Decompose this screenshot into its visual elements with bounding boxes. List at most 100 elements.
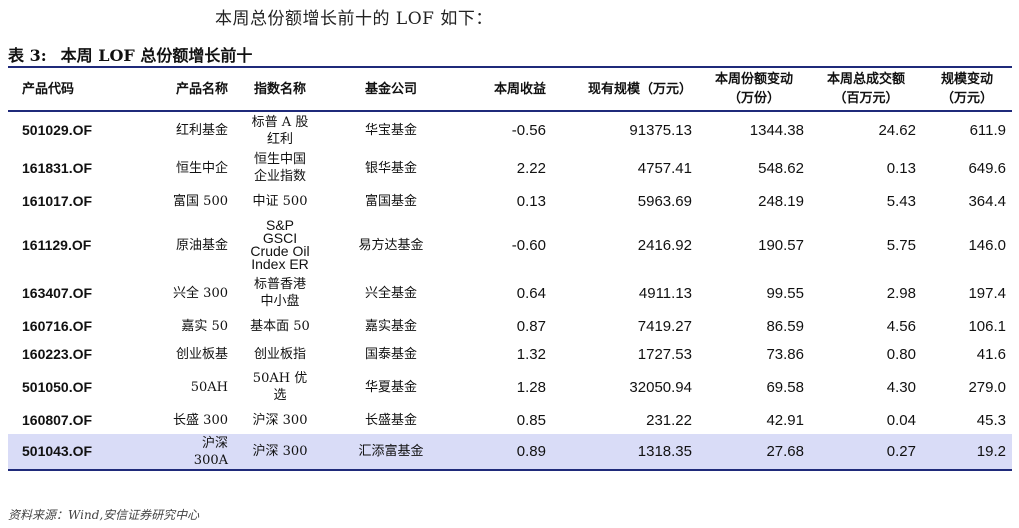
cell-turnover: 0.80 <box>886 345 916 363</box>
table-caption: 表 3: 本周 LOF 总份额增长前十 <box>8 42 252 66</box>
cell-return: -0.60 <box>511 236 546 254</box>
cell-index: 恒生中国 企业指数 <box>253 152 306 184</box>
cell-scale-change: 41.6 <box>976 345 1006 363</box>
cell-name: 原油基金 <box>175 237 228 253</box>
cell-turnover: 2.98 <box>886 284 916 302</box>
cell-scale: 2416.92 <box>637 236 692 254</box>
cell-index: 标普香港 中小盘 <box>253 277 306 309</box>
cell-scale-change: 649.6 <box>968 159 1006 177</box>
cell-return: 1.28 <box>516 378 546 396</box>
cell-scale: 91375.13 <box>629 122 692 139</box>
cell-share-change: 69.58 <box>766 378 804 396</box>
cell-name: 嘉实 50 <box>181 318 228 334</box>
cell-return: -0.56 <box>511 122 546 139</box>
cell-scale: 231.22 <box>646 411 692 429</box>
cell-scale-change: 197.4 <box>968 284 1006 302</box>
cell-name: 长盛 300 <box>173 412 228 428</box>
cell-scale-change: 19.2 <box>922 434 1012 470</box>
cell-return: 1.32 <box>516 345 546 363</box>
cell-share-change: 27.68 <box>698 434 810 470</box>
cell-code: 501050.OF <box>22 378 93 395</box>
cell-scale: 7419.27 <box>637 317 692 335</box>
table-row: 501050.OF 50AH 50AH 优 选 华夏基金 1.28 32050.94 69.… <box>8 368 1012 406</box>
cell-code: 161831.OF <box>22 159 93 176</box>
header-company: 基金公司 <box>326 67 456 112</box>
cell-code: 160223.OF <box>22 345 93 362</box>
cell-code: 160807.OF <box>22 411 93 428</box>
cell-company: 国泰基金 <box>364 346 417 362</box>
header-return: 本周收益 <box>456 67 552 112</box>
cell-scale-change: 364.4 <box>968 193 1006 210</box>
cell-scale-change: 146.0 <box>968 236 1006 254</box>
cell-share-change: 190.57 <box>758 236 804 254</box>
table-row: 160223.OF 创业板基 创业板指 国泰基金 1.32 1727.53 73.86 0.8… <box>8 340 1012 368</box>
cell-turnover: 0.13 <box>886 159 916 177</box>
cell-turnover: 24.62 <box>878 122 916 139</box>
cell-company: 华宝基金 <box>364 123 417 138</box>
cell-company: 兴全基金 <box>364 285 417 301</box>
cell-name: 红利基金 <box>175 123 228 138</box>
cell-scale-change: 45.3 <box>976 411 1006 429</box>
table-row: 161129.OF 原油基金 S&P GSCI Crude Oil Index ER… <box>8 216 1012 274</box>
cell-scale: 5963.69 <box>637 193 692 210</box>
cell-scale-change: 611.9 <box>969 122 1006 139</box>
cell-code: 163407.OF <box>22 284 93 301</box>
cell-scale: 1727.53 <box>637 345 692 363</box>
cell-return: 0.64 <box>516 284 546 302</box>
cell-share-change: 99.55 <box>766 284 804 302</box>
cell-index: 50AH 优 选 <box>252 371 308 403</box>
cell-scale: 4757.41 <box>637 159 692 177</box>
cell-turnover: 0.27 <box>810 434 922 470</box>
cell-share-change: 86.59 <box>766 317 804 335</box>
table-row: 161831.OF 恒生中企 恒生中国 企业指数 银华基金 2.22 4757.41 548… <box>8 149 1012 187</box>
header-index: 指数名称 <box>234 67 326 112</box>
cell-index: 创业板指 <box>253 346 306 362</box>
cell-scale: 1318.35 <box>552 434 698 470</box>
cell-turnover: 4.56 <box>886 317 916 335</box>
cell-company: 汇添富基金 <box>326 434 456 470</box>
cell-index: 沪深 300 <box>234 434 326 470</box>
cell-return: 0.85 <box>516 411 546 429</box>
header-share-change: 本周份额变动 （万份） <box>698 67 810 112</box>
cell-company: 嘉实基金 <box>364 318 417 334</box>
cell-code: 161017.OF <box>22 193 93 209</box>
cell-name: 创业板基 <box>175 346 228 362</box>
cell-scale: 32050.94 <box>629 378 692 396</box>
cell-company: 华夏基金 <box>364 379 417 395</box>
table-caption-title: 本周 LOF 总份额增长前十 <box>60 46 253 65</box>
cell-share-change: 1344.38 <box>749 122 804 139</box>
cell-index: 基本面 50 <box>250 318 310 334</box>
cell-company: 银华基金 <box>364 160 417 176</box>
cell-share-change: 42.91 <box>766 411 804 429</box>
cell-turnover: 5.75 <box>886 236 916 254</box>
header-code: 产品代码 <box>8 67 130 112</box>
cell-return: 0.87 <box>516 317 546 335</box>
table-row: 161017.OF 富国 500 中证 500 富国基金 0.13 5963.69 248.… <box>8 187 1012 216</box>
cell-name: 50AH <box>190 379 228 395</box>
cell-code: 161129.OF <box>22 236 92 253</box>
header-turnover: 本周总成交额 （百万元） <box>810 67 922 112</box>
cell-return: 0.13 <box>516 193 546 210</box>
cell-company: 易方达基金 <box>358 237 424 253</box>
cell-name: 沪深 300A <box>130 434 234 470</box>
header-scale: 现有规模（万元） <box>552 67 698 112</box>
cell-turnover: 4.30 <box>886 378 916 396</box>
cell-index: 标普 A 股 红利 <box>251 114 309 147</box>
cell-index: 沪深 300 <box>252 412 308 428</box>
cell-code: 160716.OF <box>22 317 93 334</box>
intro-text: 本周总份额增长前十的 LOF 如下： <box>215 9 493 29</box>
cell-company: 富国基金 <box>364 194 417 209</box>
cell-scale-change: 106.1 <box>968 317 1006 335</box>
table-caption-label: 表 3: <box>8 46 47 65</box>
table-row: 501043.OF 沪深 300A 沪深 300 汇添富基金 0.89 1318.35 27… <box>8 434 1012 470</box>
cell-return: 2.22 <box>516 159 546 177</box>
table-row: 163407.OF 兴全 300 标普香港 中小盘 兴全基金 0.64 4911.13 99… <box>8 274 1012 312</box>
cell-name: 恒生中企 <box>175 160 228 176</box>
cell-return: 0.89 <box>456 434 552 470</box>
cell-code: 501029.OF <box>22 122 93 138</box>
cell-name: 兴全 300 <box>173 285 228 301</box>
cell-turnover: 0.04 <box>886 411 916 429</box>
source-note: 资料来源：Wind,安信证券研究中心 <box>8 508 200 522</box>
table-row: 160807.OF 长盛 300 沪深 300 长盛基金 0.85 231.22 42.91… <box>8 406 1012 434</box>
cell-index: S&P GSCI Crude Oil Index ER <box>250 217 310 272</box>
